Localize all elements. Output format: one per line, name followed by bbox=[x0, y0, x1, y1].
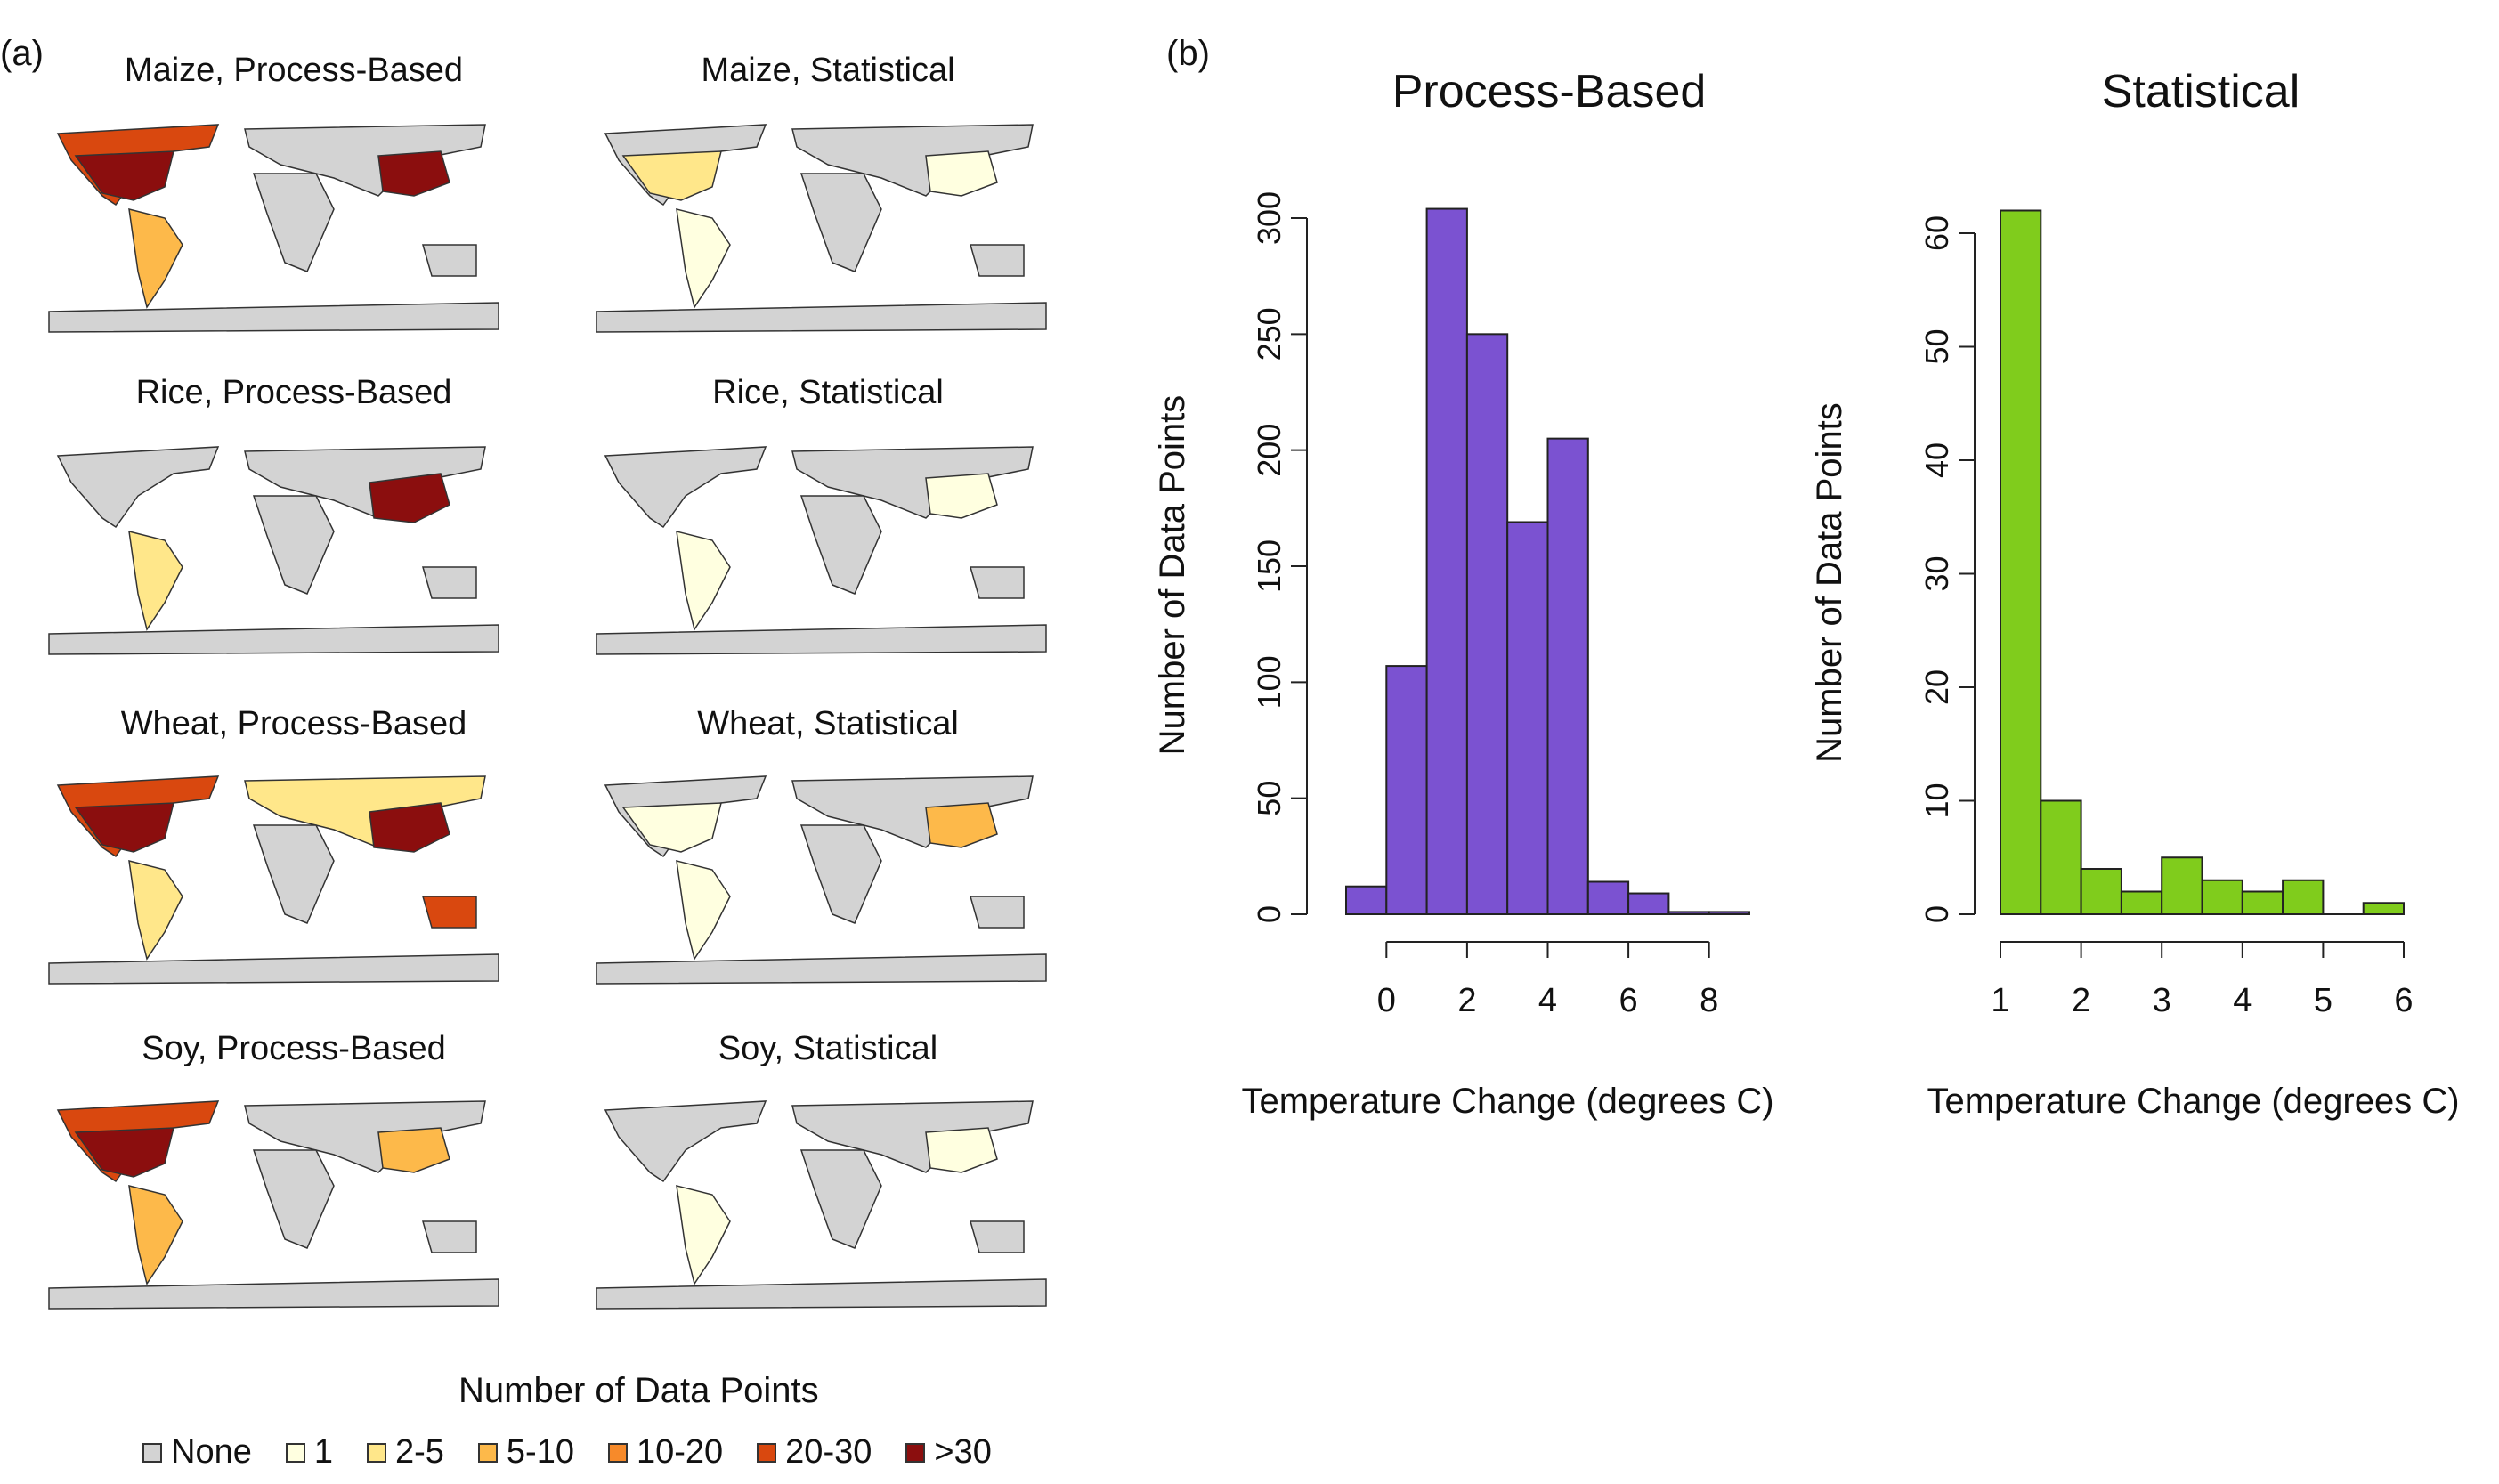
legend-label: 5-10 bbox=[506, 1433, 574, 1471]
statistical-bar-0 bbox=[2000, 209, 2042, 915]
statistical-bar-3 bbox=[2120, 890, 2163, 915]
map-title-wheat-statistical: Wheat, Statistical bbox=[697, 705, 959, 742]
statistical-bar-2 bbox=[2080, 868, 2122, 915]
world-map-rice-process bbox=[48, 446, 499, 655]
legend-swatch bbox=[477, 1442, 498, 1463]
world-map-wheat-statistical bbox=[596, 775, 1047, 985]
statistical-x-tick-label: 6 bbox=[2394, 982, 2413, 1019]
process-bar-6 bbox=[1586, 880, 1630, 915]
process-x-tick-label: 4 bbox=[1538, 982, 1557, 1019]
legend-item-1: 1 bbox=[285, 1433, 333, 1472]
process-bar-8 bbox=[1667, 911, 1710, 915]
legend-swatch bbox=[905, 1442, 926, 1463]
statistical-y-tick-label: 60 bbox=[1919, 215, 1955, 251]
statistical-y-tick-label: 50 bbox=[1919, 328, 1955, 364]
process-y-tick-label: 250 bbox=[1251, 307, 1287, 361]
legend-item-20-30: 20-30 bbox=[757, 1433, 872, 1472]
statistical-x-tick-label: 1 bbox=[1991, 982, 2009, 1019]
process-bar-1 bbox=[1385, 665, 1428, 915]
statistical-x-tick-label: 3 bbox=[2153, 982, 2171, 1019]
statistical-bar-4 bbox=[2161, 856, 2203, 915]
world-map-soy-process bbox=[48, 1100, 499, 1310]
legend-label: 1 bbox=[313, 1433, 333, 1471]
statistical-x-axis-label: Temperature Change (degrees C) bbox=[1927, 1082, 2459, 1121]
legend-item-10-20: 10-20 bbox=[607, 1433, 724, 1472]
statistical-y-tick-label: 40 bbox=[1919, 442, 1955, 478]
map-title-wheat-process: Wheat, Process-Based bbox=[120, 705, 467, 742]
process-y-axis-label: Number of Data Points bbox=[1153, 395, 1192, 756]
legend-label: None bbox=[171, 1433, 252, 1471]
statistical-bar-7 bbox=[2282, 879, 2325, 915]
legend-label: 2-5 bbox=[394, 1433, 444, 1471]
statistical-y-tick-label: 30 bbox=[1919, 555, 1955, 591]
statistical-bar-9 bbox=[2362, 902, 2405, 915]
statistical-bar-5 bbox=[2201, 879, 2243, 915]
panel-b-label: (b) bbox=[1166, 34, 1210, 73]
process-y-tick-label: 100 bbox=[1251, 655, 1287, 709]
map-title-rice-statistical: Rice, Statistical bbox=[712, 374, 944, 411]
legend-item-over-30: >30 bbox=[905, 1433, 992, 1472]
legend-label: 10-20 bbox=[636, 1433, 724, 1471]
statistical-y-tick-label: 0 bbox=[1919, 905, 1955, 923]
process-bar-3 bbox=[1465, 333, 1509, 916]
legend-title: Number of Data Points bbox=[458, 1371, 819, 1410]
process-x-tick-label: 2 bbox=[1457, 982, 1476, 1019]
legend: None 1 2-5 5-10 10-20 20-30 >30 bbox=[142, 1433, 1026, 1472]
process-bar-0 bbox=[1345, 885, 1388, 915]
statistical-x-tick-label: 2 bbox=[2072, 982, 2090, 1019]
legend-item-none: None bbox=[142, 1433, 252, 1472]
process-bar-4 bbox=[1506, 521, 1549, 915]
world-map-maize-process bbox=[48, 124, 499, 333]
process-bar-7 bbox=[1627, 892, 1670, 915]
process-y-tick-label: 0 bbox=[1251, 905, 1287, 923]
statistical-y-tick-label: 20 bbox=[1919, 669, 1955, 705]
panel-a-label: (a) bbox=[0, 34, 44, 73]
statistical-chart-title: Statistical bbox=[2102, 66, 2300, 118]
legend-swatch bbox=[757, 1442, 777, 1463]
legend-label: 20-30 bbox=[785, 1433, 872, 1471]
legend-label: >30 bbox=[934, 1433, 992, 1471]
legend-swatch bbox=[607, 1442, 628, 1463]
map-title-soy-process: Soy, Process-Based bbox=[142, 1030, 446, 1067]
statistical-y-axis-label: Number of Data Points bbox=[1810, 402, 1849, 763]
process-x-tick-label: 8 bbox=[1700, 982, 1718, 1019]
process-bar-2 bbox=[1425, 207, 1468, 916]
process-y-tick-label: 150 bbox=[1251, 539, 1287, 593]
statistical-y-tick-label: 10 bbox=[1919, 783, 1955, 818]
statistical-x-tick-label: 4 bbox=[2233, 982, 2252, 1019]
map-title-soy-statistical: Soy, Statistical bbox=[718, 1030, 938, 1067]
map-title-rice-process: Rice, Process-Based bbox=[135, 374, 452, 411]
world-map-maize-statistical bbox=[596, 124, 1047, 333]
process-x-tick-label: 0 bbox=[1377, 982, 1396, 1019]
process-x-axis-label: Temperature Change (degrees C) bbox=[1241, 1082, 1773, 1121]
process-x-tick-label: 6 bbox=[1619, 982, 1638, 1019]
statistical-bar-1 bbox=[2040, 799, 2082, 915]
legend-item-2-5: 2-5 bbox=[366, 1433, 444, 1472]
world-map-rice-statistical bbox=[596, 446, 1047, 655]
statistical-x-tick-label: 5 bbox=[2314, 982, 2333, 1019]
map-title-maize-process: Maize, Process-Based bbox=[124, 52, 464, 89]
process-bar-5 bbox=[1546, 437, 1589, 915]
legend-swatch bbox=[366, 1442, 386, 1463]
map-title-maize-statistical: Maize, Statistical bbox=[701, 52, 955, 89]
process-y-tick-label: 200 bbox=[1251, 424, 1287, 477]
legend-item-5-10: 5-10 bbox=[477, 1433, 574, 1472]
process-chart-title: Process-Based bbox=[1392, 66, 1707, 118]
world-map-wheat-process bbox=[48, 775, 499, 985]
legend-swatch bbox=[142, 1442, 162, 1463]
statistical-bar-6 bbox=[2241, 890, 2284, 915]
legend-swatch bbox=[285, 1442, 305, 1463]
process-y-tick-label: 50 bbox=[1251, 781, 1287, 816]
process-bar-9 bbox=[1708, 911, 1750, 915]
process-y-tick-label: 300 bbox=[1251, 191, 1287, 245]
world-map-soy-statistical bbox=[596, 1100, 1047, 1310]
